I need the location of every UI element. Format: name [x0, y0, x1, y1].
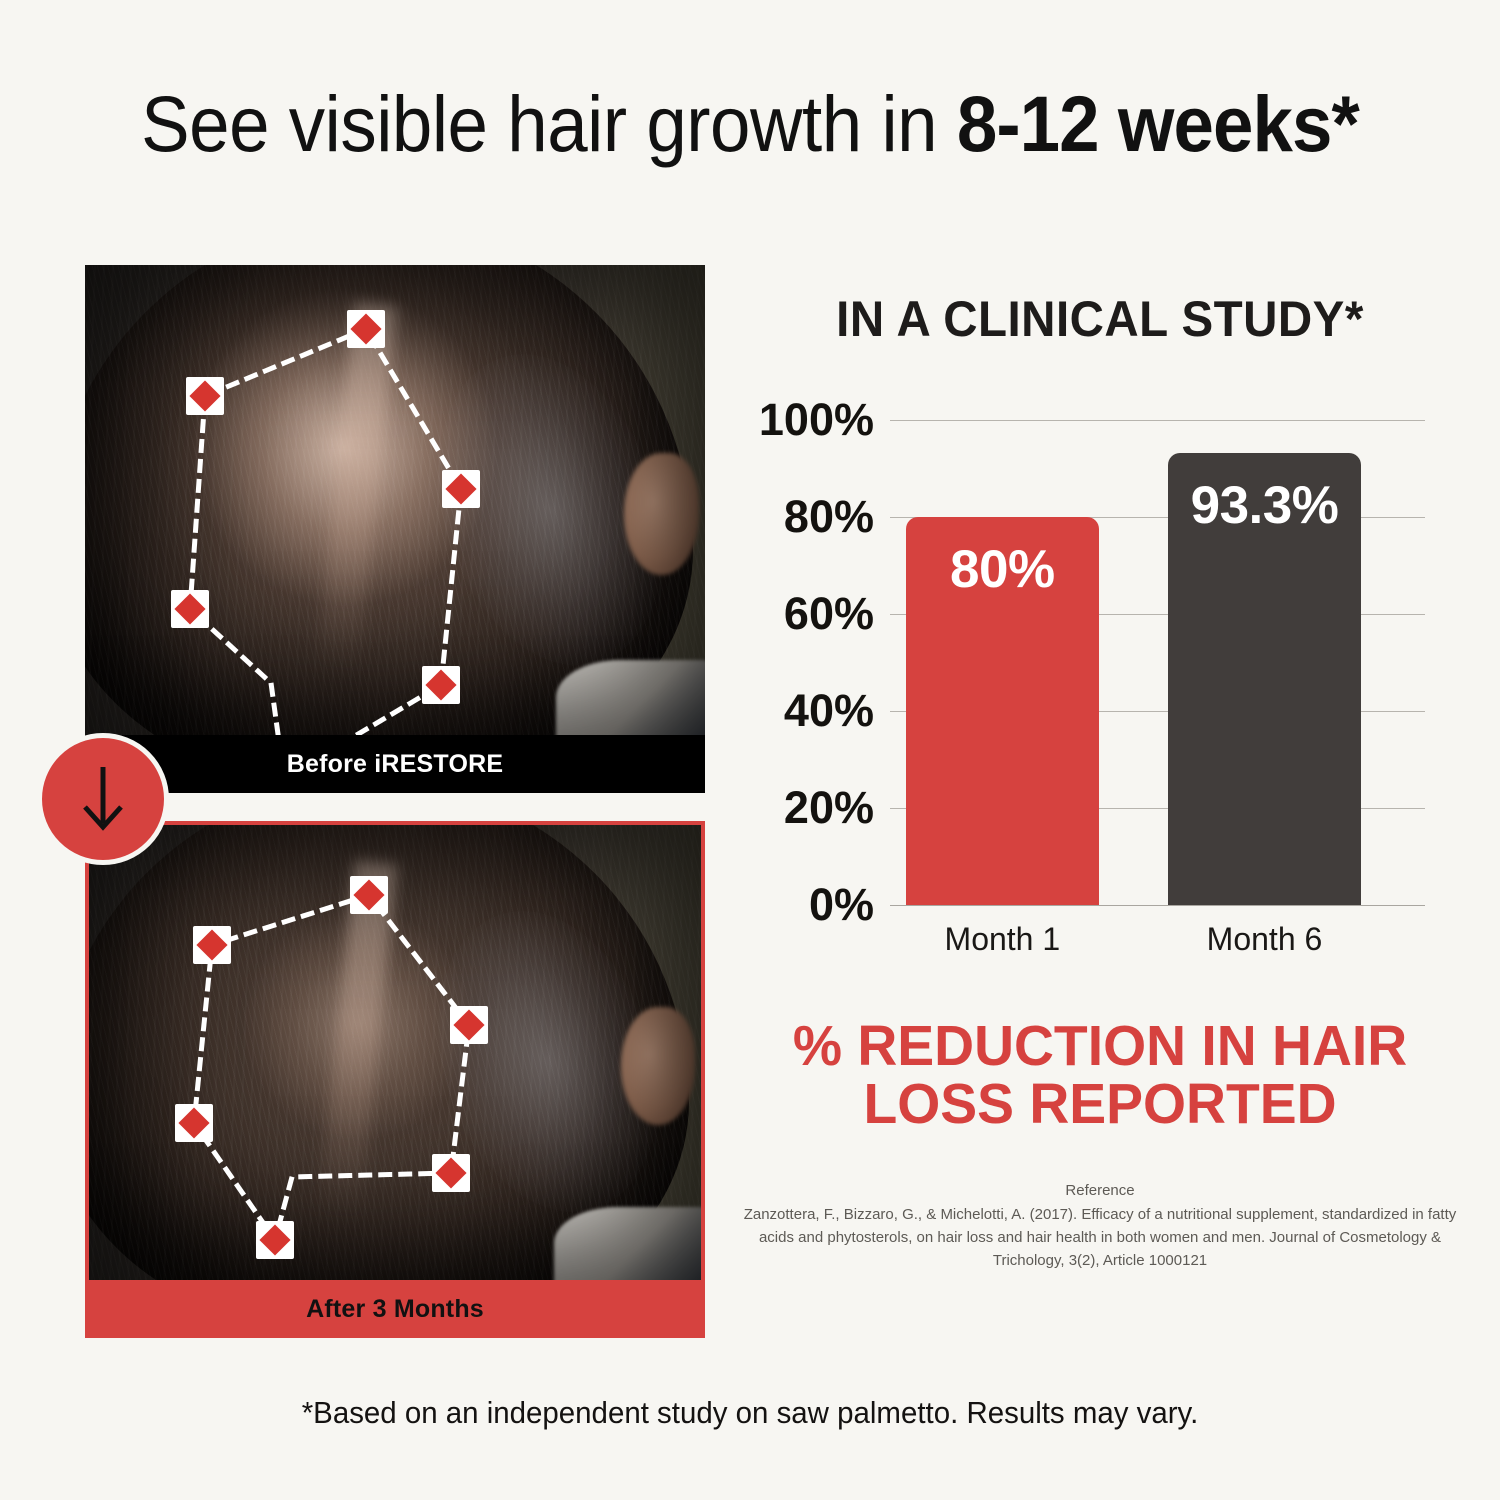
chart-plot-area: 100% 80% 60% 40% 20% 0% 80% Month 1 93.3…	[759, 394, 1425, 957]
before-photo-caption: Before iRESTORE	[85, 735, 705, 793]
photo-spacer	[85, 793, 705, 821]
arrow-down-icon	[37, 733, 169, 865]
after-photo-card: After 3 Months	[85, 821, 705, 1338]
polygon-marker	[186, 377, 224, 415]
polygon-marker	[432, 1154, 470, 1192]
bar-month-6[interactable]: 93.3% Month 6	[1168, 452, 1361, 957]
headline-emphasis: 8-12 weeks*	[956, 79, 1360, 168]
clinical-study-panel: IN A CLINICAL STUDY* 100% 80% 60% 40% 20…	[740, 290, 1460, 1272]
scalp-image-before	[85, 265, 705, 735]
y-tick-label: 100%	[758, 394, 874, 445]
bar-chart: 100% 80% 60% 40% 20% 0% 80% Month 1 93.3…	[740, 394, 1460, 965]
polygon-marker	[171, 590, 209, 628]
x-axis-label-month-6: Month 6	[1206, 921, 1323, 957]
reference-block: Reference Zanzottera, F., Bizzaro, G., &…	[740, 1179, 1460, 1272]
polygon-marker	[450, 1006, 488, 1044]
claim-line-2: LOSS REPORTED	[863, 1072, 1337, 1137]
bar-value-label: 80%	[950, 540, 1055, 599]
polygon-marker	[175, 1104, 213, 1142]
claim-line-1: % REDUCTION IN HAIR	[792, 1014, 1408, 1078]
reference-citation: Zanzottera, F., Bizzaro, G., & Michelott…	[743, 1205, 1457, 1270]
after-photo-caption: After 3 Months	[85, 1280, 705, 1338]
measurement-polygon-before	[171, 310, 480, 735]
polygon-marker	[350, 876, 388, 914]
measurement-polygon-after	[175, 876, 488, 1259]
y-tick-label: 60%	[783, 588, 874, 639]
page-title: See visible hair growth in 8-12 weeks*	[60, 78, 1440, 170]
chart-title: IN A CLINICAL STUDY*	[836, 291, 1364, 347]
polygon-marker	[442, 470, 480, 508]
x-axis-label-month-1: Month 1	[944, 921, 1061, 957]
chart-bars: 80% Month 1 93.3% Month 6	[890, 420, 1425, 957]
reduction-claim: % REDUCTION IN HAIR LOSS REPORTED	[751, 1017, 1449, 1133]
bar-value-label: 93.3%	[1190, 475, 1339, 535]
y-tick-label: 40%	[783, 685, 874, 736]
y-tick-label: 20%	[783, 782, 874, 833]
y-tick-label: 0%	[808, 879, 874, 930]
polygon-marker	[347, 310, 385, 348]
before-after-photos: Before iRESTORE	[85, 265, 705, 1338]
before-photo-card: Before iRESTORE	[85, 265, 705, 793]
before-photo	[85, 265, 705, 735]
scalp-image-after	[89, 825, 701, 1280]
polygon-marker	[193, 926, 231, 964]
reference-title: Reference	[1065, 1182, 1135, 1200]
y-tick-label: 80%	[783, 491, 874, 542]
bar-month-1[interactable]: 80% Month 1	[906, 517, 1099, 957]
headline-lead: See visible hair growth in	[141, 79, 957, 168]
after-photo	[85, 821, 705, 1280]
polygon-marker	[256, 1221, 294, 1259]
polygon-marker	[422, 666, 460, 704]
disclaimer-footnote: *Based on an independent study on saw pa…	[301, 1395, 1199, 1430]
